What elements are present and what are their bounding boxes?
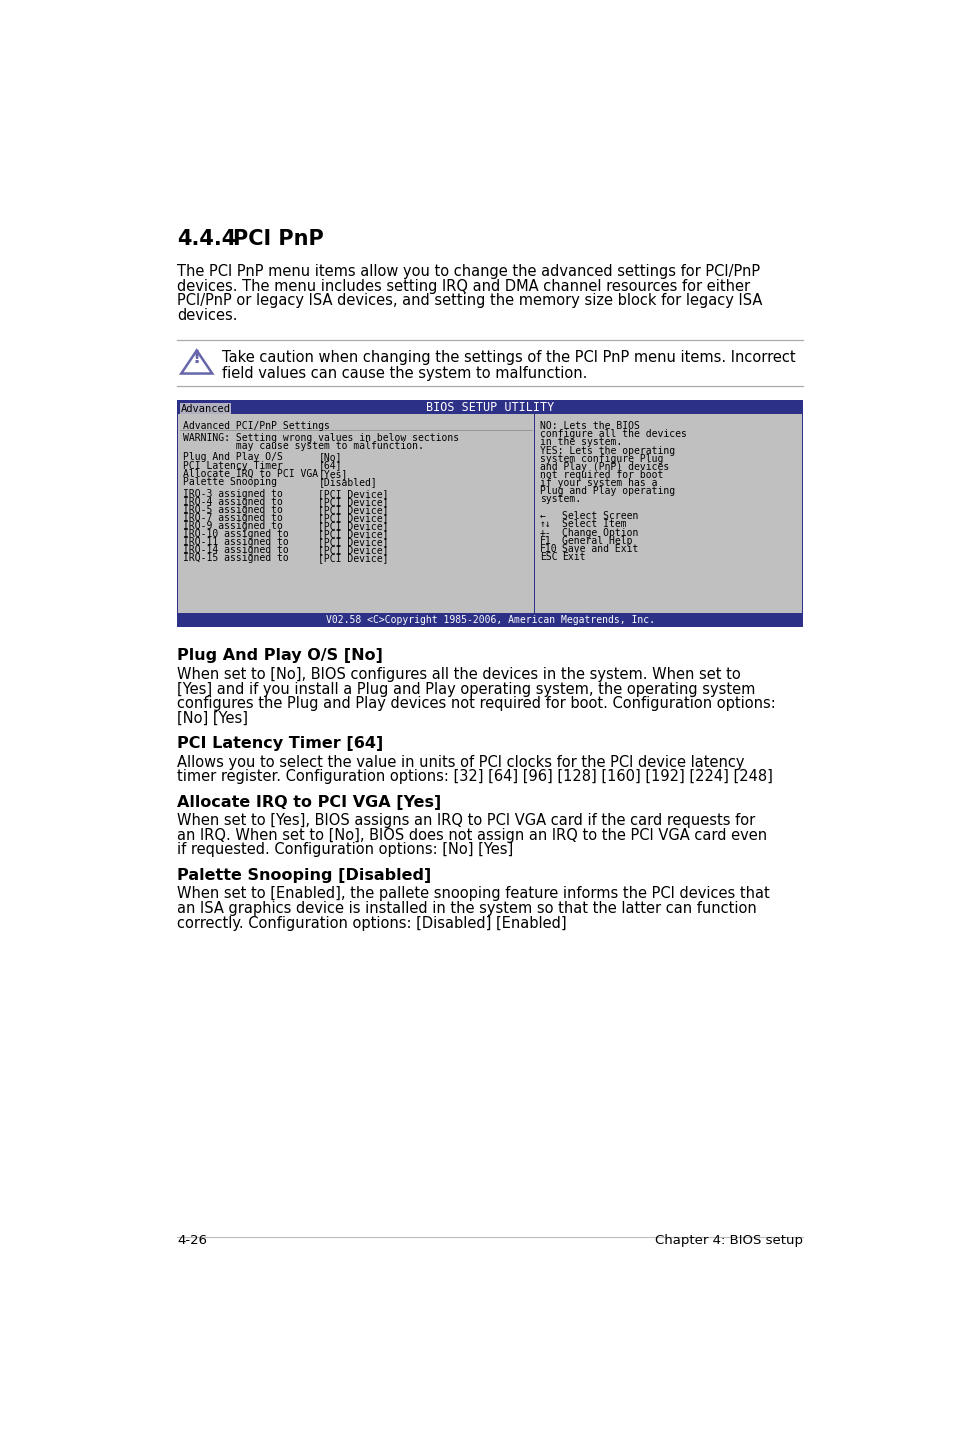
Text: IRQ-15 assigned to: IRQ-15 assigned to [183,554,288,564]
Text: IRQ-11 assigned to: IRQ-11 assigned to [183,538,288,546]
Text: [Disabled]: [Disabled] [318,477,376,486]
Text: timer register. Configuration options: [32] [64] [96] [128] [160] [192] [224] [2: timer register. Configuration options: [… [177,769,773,784]
Text: correctly. Configuration options: [Disabled] [Enabled]: correctly. Configuration options: [Disab… [177,916,566,930]
Text: F10: F10 [539,544,558,554]
Text: PCI Latency Timer [64]: PCI Latency Timer [64] [177,736,383,751]
Text: Chapter 4: BIOS setup: Chapter 4: BIOS setup [654,1234,802,1248]
Text: When set to [Yes], BIOS assigns an IRQ to PCI VGA card if the card requests for: When set to [Yes], BIOS assigns an IRQ t… [177,814,755,828]
Text: Select Screen: Select Screen [561,512,638,522]
Text: [PCI Device]: [PCI Device] [318,545,389,555]
Text: 4-26: 4-26 [177,1234,207,1248]
Text: Advanced PCI/PnP Settings: Advanced PCI/PnP Settings [183,421,330,431]
Text: NO: Lets the BIOS: NO: Lets the BIOS [539,421,639,431]
Text: !: ! [193,349,200,367]
Text: IRQ-10 assigned to: IRQ-10 assigned to [183,529,288,539]
Text: PCI/PnP or legacy ISA devices, and setting the memory size block for legacy ISA: PCI/PnP or legacy ISA devices, and setti… [177,293,762,308]
Text: +-: +- [539,528,551,538]
Text: The PCI PnP menu items allow you to change the advanced settings for PCI/PnP: The PCI PnP menu items allow you to chan… [177,265,760,279]
Text: YES: Lets the operating: YES: Lets the operating [539,446,675,456]
Text: [Yes]: [Yes] [318,469,348,479]
Text: [No] [Yes]: [No] [Yes] [177,710,248,726]
Text: WARNING: Setting wrong values in below sections: WARNING: Setting wrong values in below s… [183,433,458,443]
Text: [No]: [No] [318,453,341,463]
Text: BIOS SETUP UTILITY: BIOS SETUP UTILITY [426,401,554,414]
Text: Advanced: Advanced [180,404,231,414]
Text: an IRQ. When set to [No], BIOS does not assign an IRQ to the PCI VGA card even: an IRQ. When set to [No], BIOS does not … [177,828,767,843]
FancyBboxPatch shape [177,400,802,627]
Text: Save and Exit: Save and Exit [561,544,638,554]
Text: IRQ-14 assigned to: IRQ-14 assigned to [183,545,288,555]
Text: [64]: [64] [318,460,341,470]
Text: system configure Plug: system configure Plug [539,453,662,463]
Text: field values can cause the system to malfunction.: field values can cause the system to mal… [222,365,587,381]
Text: Allows you to select the value in units of PCI clocks for the PCI device latency: Allows you to select the value in units … [177,755,744,769]
Text: [PCI Device]: [PCI Device] [318,554,389,564]
Text: IRQ-7 assigned to: IRQ-7 assigned to [183,513,282,523]
Text: IRQ-5 assigned to: IRQ-5 assigned to [183,505,282,515]
Text: [PCI Device]: [PCI Device] [318,513,389,523]
Text: may cause system to malfunction.: may cause system to malfunction. [183,441,423,452]
Text: General Help: General Help [561,535,632,545]
FancyBboxPatch shape [180,403,231,414]
Text: When set to [No], BIOS configures all the devices in the system. When set to: When set to [No], BIOS configures all th… [177,667,740,682]
Text: Select Item: Select Item [561,519,626,529]
Text: Plug And Play O/S [No]: Plug And Play O/S [No] [177,649,383,663]
Text: configure all the devices: configure all the devices [539,430,686,440]
Text: devices.: devices. [177,308,237,324]
Text: IRQ-3 assigned to: IRQ-3 assigned to [183,489,282,499]
Text: PCI PnP: PCI PnP [233,229,324,249]
FancyBboxPatch shape [535,414,801,613]
Text: When set to [Enabled], the pallete snooping feature informs the PCI devices that: When set to [Enabled], the pallete snoop… [177,886,769,902]
Text: Palette Snooping [Disabled]: Palette Snooping [Disabled] [177,869,431,883]
Text: [PCI Device]: [PCI Device] [318,529,389,539]
FancyBboxPatch shape [178,414,534,613]
Text: devices. The menu includes setting IRQ and DMA channel resources for either: devices. The menu includes setting IRQ a… [177,279,750,293]
Text: [PCI Device]: [PCI Device] [318,521,389,531]
Text: PCI Latency Timer: PCI Latency Timer [183,460,282,470]
Text: an ISA graphics device is installed in the system so that the latter can functio: an ISA graphics device is installed in t… [177,902,757,916]
Text: [PCI Device]: [PCI Device] [318,538,389,546]
Text: [Yes] and if you install a Plug and Play operating system, the operating system: [Yes] and if you install a Plug and Play… [177,682,755,696]
Text: and Play (PnP) devices: and Play (PnP) devices [539,462,669,472]
Text: Plug And Play O/S: Plug And Play O/S [183,453,282,463]
Text: F1: F1 [539,535,551,545]
Text: if your system has a: if your system has a [539,477,657,487]
Text: [PCI Device]: [PCI Device] [318,505,389,515]
Text: Exit: Exit [561,552,584,562]
Text: [PCI Device]: [PCI Device] [318,489,389,499]
Text: configures the Plug and Play devices not required for boot. Configuration option: configures the Plug and Play devices not… [177,696,776,712]
Text: Take caution when changing the settings of the PCI PnP menu items. Incorrect: Take caution when changing the settings … [222,349,795,365]
Text: IRQ-9 assigned to: IRQ-9 assigned to [183,521,282,531]
Text: Palette Snooping: Palette Snooping [183,477,276,486]
Text: V02.58 <C>Copyright 1985-2006, American Megatrends, Inc.: V02.58 <C>Copyright 1985-2006, American … [325,615,654,626]
Text: 4.4.4: 4.4.4 [177,229,236,249]
Text: ←: ← [539,512,545,522]
Text: not required for boot: not required for boot [539,470,662,480]
Text: Plug and Play operating: Plug and Play operating [539,486,675,496]
Text: Change Option: Change Option [561,528,638,538]
Text: [PCI Device]: [PCI Device] [318,496,389,506]
Text: IRQ-4 assigned to: IRQ-4 assigned to [183,496,282,506]
Text: in the system.: in the system. [539,437,621,447]
Text: if requested. Configuration options: [No] [Yes]: if requested. Configuration options: [No… [177,843,513,857]
Text: ↑↓: ↑↓ [539,519,551,529]
Text: Allocate IRQ to PCI VGA [Yes]: Allocate IRQ to PCI VGA [Yes] [177,795,441,810]
Text: ESC: ESC [539,552,558,562]
FancyBboxPatch shape [177,613,802,627]
Text: system.: system. [539,495,580,505]
Text: Allocate IRQ to PCI VGA: Allocate IRQ to PCI VGA [183,469,317,479]
